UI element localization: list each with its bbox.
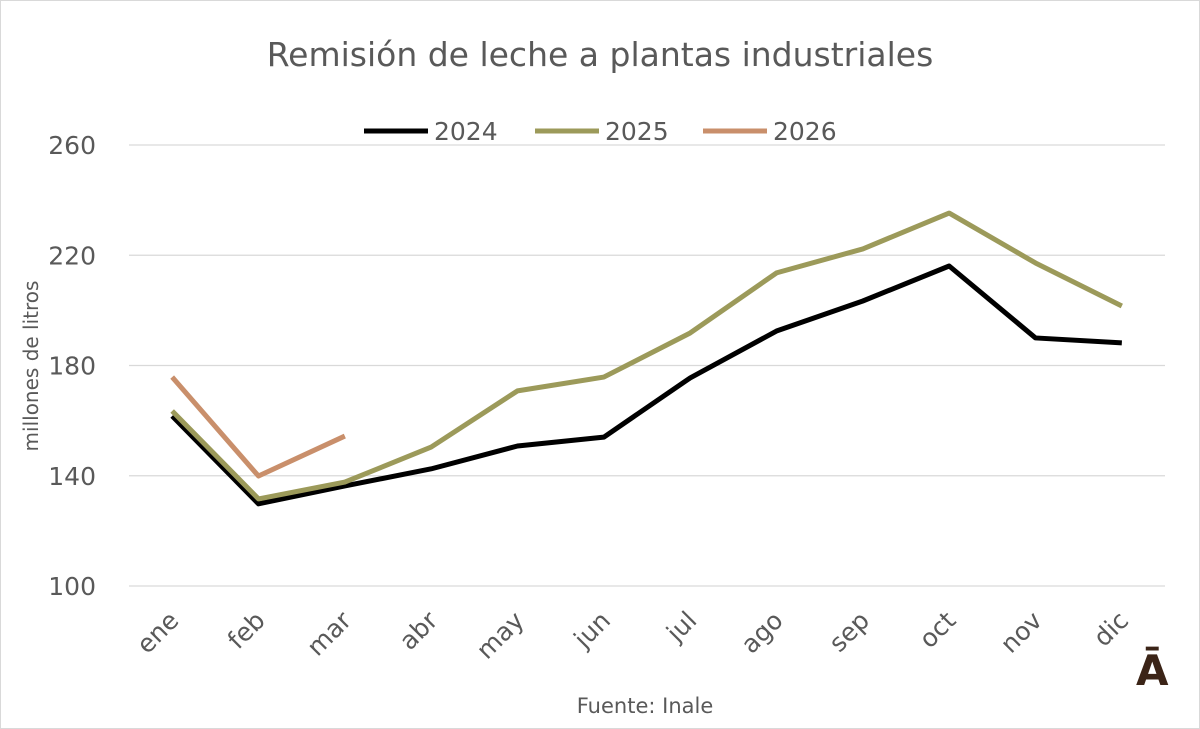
series-line-2025	[170, 210, 1123, 502]
x-tick-label: jul	[660, 606, 702, 648]
series-line-2026	[170, 375, 346, 479]
legend-label: 2025	[605, 117, 669, 146]
series-line-2024	[170, 263, 1122, 507]
x-tick-label: ago	[735, 606, 788, 659]
legend-label: 2026	[773, 117, 837, 146]
y-tick-label: 260	[48, 131, 96, 160]
x-tick-label: feb	[222, 606, 271, 655]
source-note: Fuente: Inale	[577, 694, 714, 718]
x-tick-label: jun	[568, 606, 617, 655]
x-tick-label: ene	[131, 606, 184, 659]
y-axis-label: millones de litros	[19, 281, 43, 452]
x-tick-label: nov	[995, 606, 1048, 659]
y-tick-label: 220	[48, 241, 96, 270]
x-tick-label: mar	[301, 605, 357, 661]
x-tick-label: sep	[823, 606, 875, 658]
y-tick-label: 100	[48, 572, 96, 601]
x-tick-label: dic	[1088, 606, 1134, 652]
x-tick-label: oct	[913, 606, 961, 654]
x-tick-label: may	[471, 606, 530, 665]
y-tick-label: 140	[48, 462, 96, 491]
legend-label: 2024	[434, 117, 498, 146]
brand-logo: Ā	[1136, 646, 1169, 695]
chart-title: Remisión de leche a plantas industriales	[267, 35, 934, 74]
y-tick-label: 180	[48, 352, 96, 381]
x-tick-label: abr	[394, 605, 444, 655]
